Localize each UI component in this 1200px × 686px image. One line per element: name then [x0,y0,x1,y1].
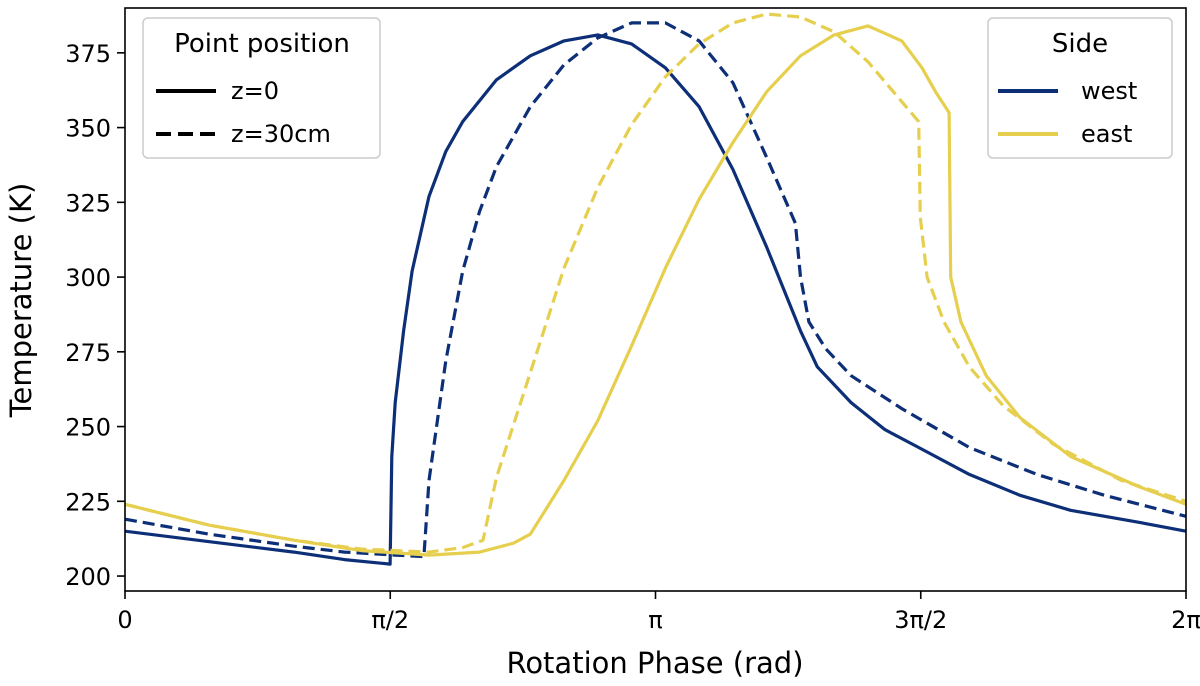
x-axis-label: Rotation Phase (rad) [506,646,803,680]
legend-entry-label: east [1081,120,1132,148]
series-line-west-z0 [124,33,1187,566]
x-tick-label: 2π [1171,606,1200,634]
x-axis: 0 π/2 π 3π/2 2π [117,591,1200,634]
legend-title: Side [1052,29,1108,59]
x-tick-label: π [648,606,662,634]
y-tick-label: 275 [65,339,111,367]
y-tick-label: 325 [65,189,111,217]
y-axis-label: Temperature (K) [4,183,38,419]
legend-entry-label: z=0 [231,77,279,105]
x-tick-label: π/2 [371,606,409,634]
series-line-east-z0 [124,24,1187,557]
y-tick-label: 300 [65,264,111,292]
legend-box [987,17,1173,159]
legend-side: Side west east [987,17,1173,159]
y-tick-label: 350 [65,115,111,143]
x-tick-label: 0 [117,606,132,634]
legend-box [142,17,381,159]
y-tick-label: 225 [65,488,111,516]
y-tick-label: 375 [65,40,111,68]
legend-point-position: Point position z=0 z=30cm [142,17,381,159]
legend-entry-label: z=30cm [231,120,331,148]
plot-lines [124,12,1187,566]
series-line-west-z30cm [124,21,1187,559]
y-axis: 200 225 250 275 300 325 350 375 [65,40,125,591]
y-tick-label: 250 [65,414,111,442]
legend-entry-label: west [1081,77,1137,105]
legend-title: Point position [174,29,350,59]
x-tick-label: 3π/2 [894,606,947,634]
y-tick-label: 200 [65,563,111,591]
series-line-east-z30cm [124,12,1187,554]
